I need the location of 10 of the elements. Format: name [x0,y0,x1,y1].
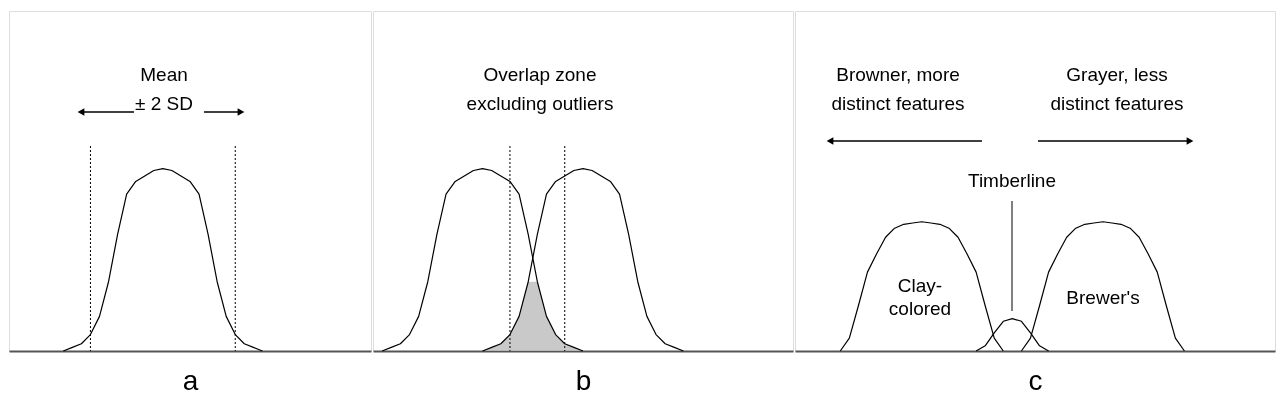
text: Browner, more distinct features [831,64,965,114]
x-axis-title: c [1028,364,1043,396]
series-label: Brewer's [1066,287,1140,308]
text: Timberline [968,170,1056,191]
x-axis-title: b [575,364,592,396]
text: Mean ± 2 SD [135,64,193,114]
text: Grayer, less distinct features [1050,64,1184,114]
series-label: Clay- colored [888,275,952,319]
text: Overlap zone excluding outliers [466,64,614,114]
x-axis-title: a [182,364,199,396]
